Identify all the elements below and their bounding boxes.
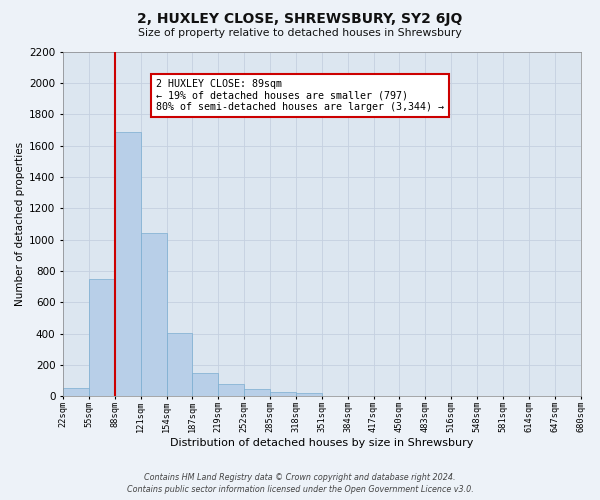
Bar xyxy=(218,384,244,396)
Bar xyxy=(270,392,296,396)
Text: Contains HM Land Registry data © Crown copyright and database right 2024.
Contai: Contains HM Land Registry data © Crown c… xyxy=(127,472,473,494)
Bar xyxy=(140,234,167,396)
Bar xyxy=(244,389,270,396)
Bar xyxy=(115,132,140,396)
Bar xyxy=(89,279,115,396)
Text: 2, HUXLEY CLOSE, SHREWSBURY, SY2 6JQ: 2, HUXLEY CLOSE, SHREWSBURY, SY2 6JQ xyxy=(137,12,463,26)
Bar xyxy=(193,373,218,396)
X-axis label: Distribution of detached houses by size in Shrewsbury: Distribution of detached houses by size … xyxy=(170,438,473,448)
Bar xyxy=(63,388,89,396)
Text: 2 HUXLEY CLOSE: 89sqm
← 19% of detached houses are smaller (797)
80% of semi-det: 2 HUXLEY CLOSE: 89sqm ← 19% of detached … xyxy=(156,79,444,112)
Bar xyxy=(167,333,193,396)
Text: Size of property relative to detached houses in Shrewsbury: Size of property relative to detached ho… xyxy=(138,28,462,38)
Y-axis label: Number of detached properties: Number of detached properties xyxy=(15,142,25,306)
Bar xyxy=(296,393,322,396)
